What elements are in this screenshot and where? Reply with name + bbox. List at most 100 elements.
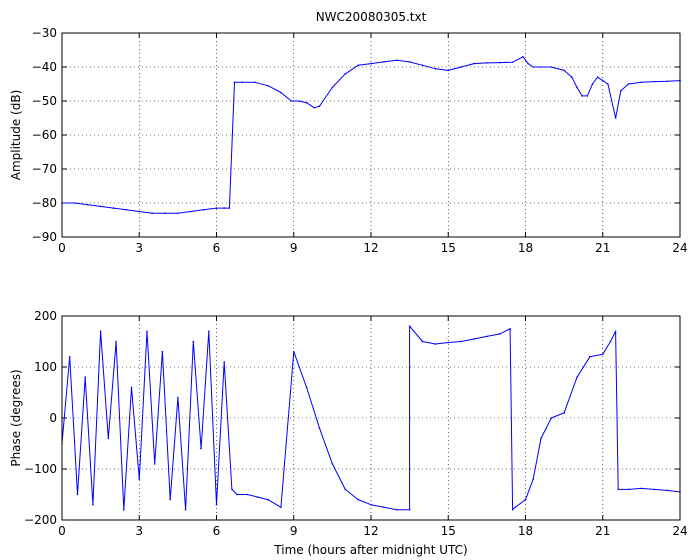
data-point	[153, 463, 156, 465]
data-point	[609, 340, 612, 343]
data-point	[627, 83, 630, 85]
data-point	[511, 509, 514, 511]
data-point	[576, 376, 578, 379]
data-point	[246, 493, 249, 496]
data-point	[486, 62, 488, 64]
x-tick-label: 9	[290, 241, 298, 255]
amplitude-plot-title: NWC20080305.txt	[316, 10, 427, 24]
data-point	[614, 330, 617, 333]
data-point	[563, 69, 565, 72]
data-point	[256, 496, 259, 498]
data-point	[241, 81, 244, 84]
data-point	[601, 353, 604, 356]
data-point	[357, 64, 359, 67]
data-point	[99, 205, 102, 208]
data-point	[596, 76, 599, 78]
x-tick-label: 6	[213, 241, 221, 255]
data-point	[532, 478, 535, 481]
data-point	[666, 489, 668, 492]
data-point	[395, 59, 398, 61]
data-point	[473, 338, 475, 340]
data-point	[640, 81, 643, 84]
data-point	[460, 66, 462, 68]
data-point	[267, 84, 269, 87]
data-point	[318, 427, 321, 430]
amplitude-axis-ticks: 0 3 6 9 12 15 18 21 24 −30 −40 −50 −60 −70 −80 −90	[32, 26, 688, 255]
data-point	[138, 210, 141, 213]
data-point	[331, 463, 334, 465]
y-tick-label: 0	[49, 411, 57, 425]
data-point	[627, 488, 630, 491]
x-tick-label: 9	[290, 524, 298, 538]
data-point	[202, 209, 205, 211]
data-point	[146, 330, 148, 333]
data-point	[228, 207, 231, 209]
y-tick-label: −50	[32, 94, 57, 108]
phase-axis-ticks: 0 3 6 9 12 15 18 21 24 200 100 0 −100 −200	[24, 309, 688, 538]
data-point	[514, 506, 516, 509]
data-point	[421, 64, 424, 67]
data-point	[138, 478, 141, 481]
data-point	[215, 207, 218, 209]
data-point	[223, 207, 226, 209]
data-point	[280, 91, 282, 94]
x-tick-label: 12	[363, 241, 378, 255]
data-point	[192, 340, 195, 343]
time-x-axis-label: Time (hours after midnight UTC)	[273, 543, 467, 557]
data-point	[292, 350, 295, 353]
data-point	[532, 66, 535, 68]
x-tick-label: 3	[135, 241, 143, 255]
data-point	[189, 210, 192, 213]
y-tick-label: 200	[34, 309, 57, 323]
data-point	[290, 100, 292, 102]
data-point	[666, 80, 668, 83]
data-point	[421, 340, 424, 343]
data-point	[305, 386, 308, 389]
data-point	[305, 101, 308, 104]
x-tick-label: 12	[363, 524, 378, 538]
data-point	[370, 62, 372, 65]
data-point	[68, 356, 71, 358]
data-point	[236, 493, 238, 496]
data-point	[522, 56, 524, 58]
data-point	[447, 69, 450, 72]
data-point	[653, 80, 656, 83]
data-point	[563, 412, 565, 414]
data-point	[550, 66, 553, 68]
data-point	[571, 76, 573, 78]
data-point	[84, 376, 86, 379]
x-tick-label: 3	[135, 524, 143, 538]
data-point	[640, 487, 643, 490]
data-point	[576, 86, 578, 89]
y-tick-label: −100	[24, 462, 57, 476]
data-point	[344, 73, 347, 75]
data-point	[550, 417, 553, 419]
data-point	[344, 488, 347, 491]
data-point	[357, 498, 359, 501]
y-tick-label: −200	[24, 513, 57, 527]
data-point	[383, 61, 385, 63]
data-point	[589, 356, 591, 358]
data-point	[318, 105, 321, 107]
amplitude-series	[61, 56, 681, 214]
y-tick-label: −90	[32, 230, 57, 244]
data-point	[408, 325, 411, 328]
data-point	[215, 503, 218, 506]
data-point	[591, 83, 594, 85]
data-point	[123, 509, 125, 511]
data-point	[233, 81, 236, 84]
data-point	[184, 509, 187, 511]
data-point	[112, 207, 115, 209]
data-point	[177, 212, 179, 214]
data-point	[601, 79, 604, 82]
data-point	[92, 503, 94, 506]
data-point	[207, 330, 210, 333]
x-tick-label: 18	[518, 524, 533, 538]
data-point	[313, 107, 316, 109]
data-point	[125, 209, 128, 211]
phase-y-axis-label: Phase (degrees)	[9, 369, 23, 466]
data-point	[383, 506, 385, 509]
data-point	[151, 212, 153, 214]
y-tick-label: 100	[34, 360, 57, 374]
